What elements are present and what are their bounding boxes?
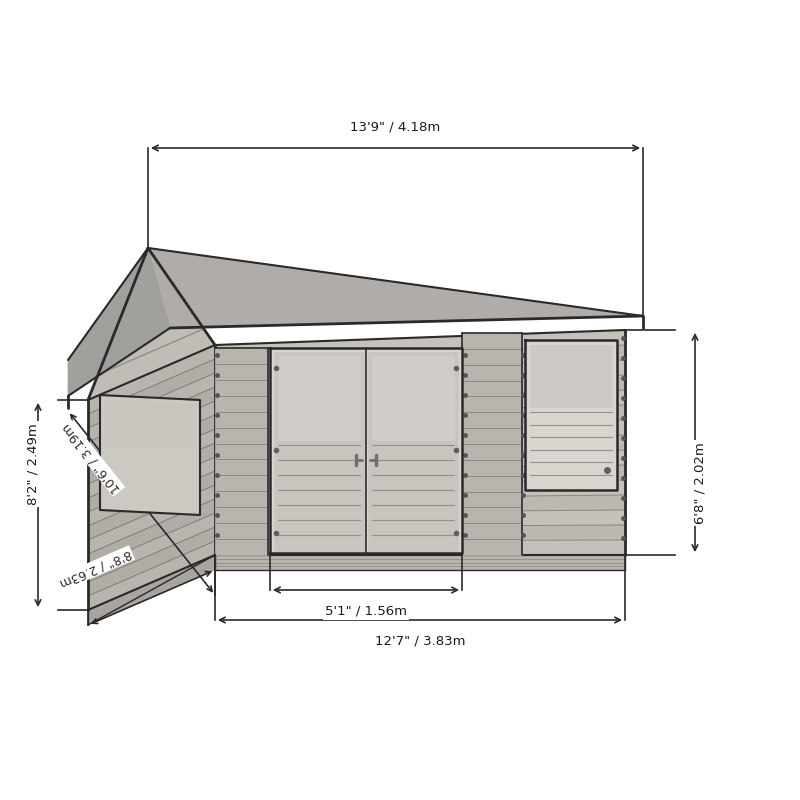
Polygon shape	[100, 395, 200, 515]
Polygon shape	[215, 375, 625, 401]
Polygon shape	[88, 248, 215, 400]
Polygon shape	[88, 527, 215, 596]
Polygon shape	[105, 400, 195, 448]
Polygon shape	[270, 348, 462, 553]
Polygon shape	[215, 420, 625, 443]
Text: 6'8" / 2.02m: 6'8" / 2.02m	[694, 442, 706, 524]
Polygon shape	[215, 495, 625, 513]
Polygon shape	[372, 356, 454, 440]
Polygon shape	[88, 499, 215, 568]
Polygon shape	[88, 373, 215, 442]
Text: 10'6" / 3.19m: 10'6" / 3.19m	[60, 420, 123, 495]
Polygon shape	[215, 435, 625, 457]
Polygon shape	[88, 541, 215, 610]
Polygon shape	[274, 352, 364, 551]
Polygon shape	[215, 390, 625, 415]
Polygon shape	[215, 525, 625, 541]
Polygon shape	[368, 352, 458, 551]
Polygon shape	[88, 401, 215, 470]
Polygon shape	[278, 356, 360, 440]
Polygon shape	[88, 471, 215, 540]
Text: 13'9" / 4.18m: 13'9" / 4.18m	[350, 120, 440, 133]
Polygon shape	[530, 345, 612, 407]
Polygon shape	[215, 465, 625, 485]
Polygon shape	[68, 248, 170, 396]
Polygon shape	[215, 480, 625, 499]
Polygon shape	[88, 555, 215, 625]
Text: 5'1" / 1.56m: 5'1" / 1.56m	[325, 605, 407, 618]
Text: 8'2" / 2.49m: 8'2" / 2.49m	[26, 423, 39, 505]
Polygon shape	[215, 330, 625, 359]
Polygon shape	[215, 348, 268, 555]
Text: 12'7" / 3.83m: 12'7" / 3.83m	[374, 635, 466, 648]
Polygon shape	[88, 443, 215, 512]
Polygon shape	[215, 540, 625, 555]
Polygon shape	[88, 513, 215, 582]
Polygon shape	[462, 333, 522, 555]
Polygon shape	[148, 248, 643, 328]
Polygon shape	[525, 340, 617, 490]
Polygon shape	[88, 457, 215, 526]
Polygon shape	[215, 405, 625, 429]
Polygon shape	[215, 450, 625, 471]
Polygon shape	[215, 510, 625, 527]
Polygon shape	[88, 345, 215, 414]
Polygon shape	[215, 345, 625, 373]
Polygon shape	[88, 359, 215, 428]
Polygon shape	[215, 360, 625, 387]
Polygon shape	[215, 555, 625, 570]
Polygon shape	[88, 429, 215, 498]
Text: 8'8" / 2.63m: 8'8" / 2.63m	[58, 547, 134, 590]
Polygon shape	[88, 485, 215, 554]
Polygon shape	[88, 387, 215, 456]
Polygon shape	[88, 415, 215, 484]
